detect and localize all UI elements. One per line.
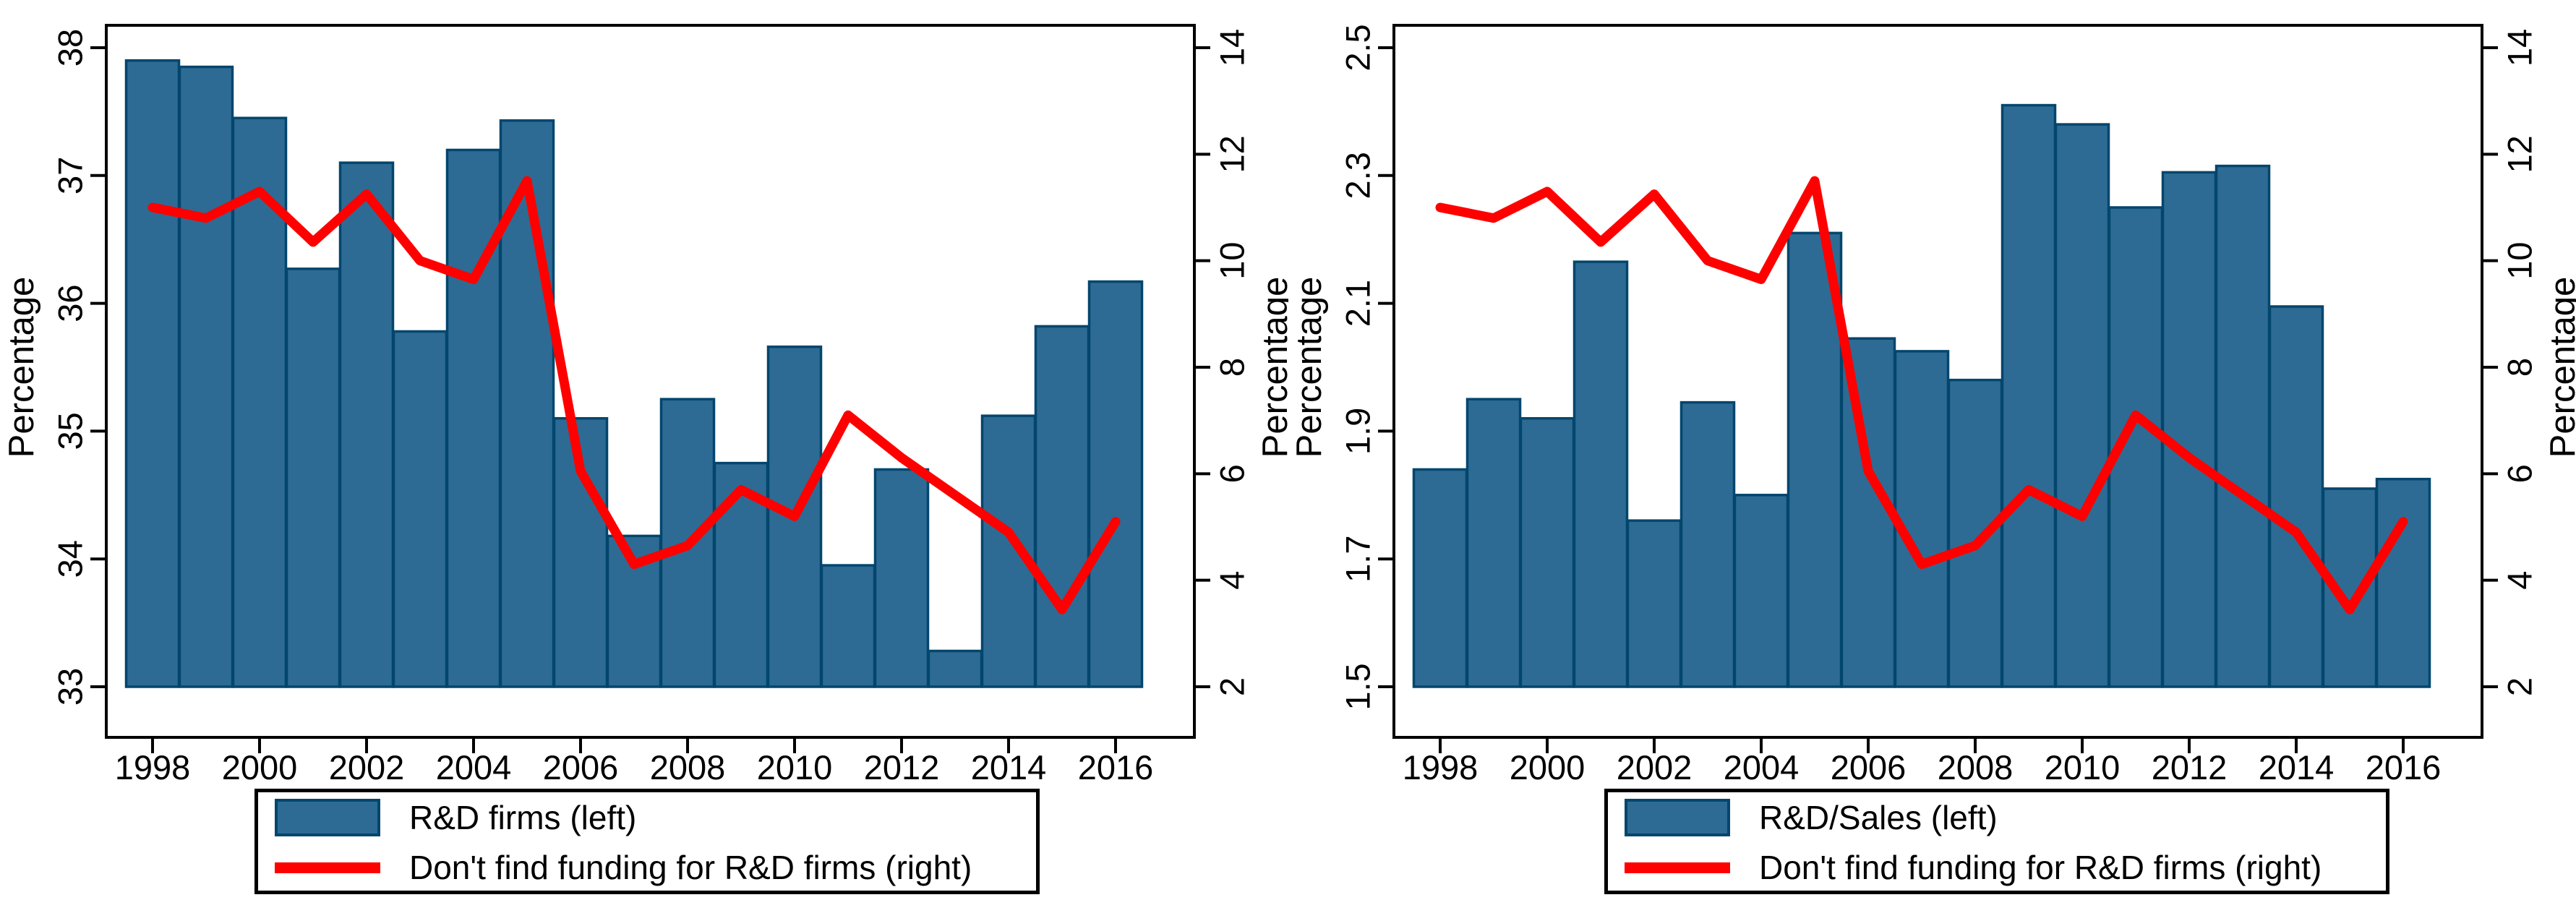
y-right-axis-title: Percentage: [1256, 277, 1288, 458]
rd-firms-chart: 33 34 35 36 37 38 2 4 6 8 10 12 14 1998 2000 2002 2004 20…: [2, 24, 1288, 787]
funding-line: [147, 176, 1121, 614]
x-tick-label-2012: 2012: [864, 748, 940, 787]
bar-2009: [2001, 103, 2057, 688]
legend-item-line-series: Don't find funding for R&D firms (right): [1625, 851, 2386, 884]
rd-sales-chart: 1.5 1.7 1.9 2.1 2.3 2.5 2 4 6 8 10 12 14 1998 2000 2002…: [1290, 24, 2576, 787]
y-right-tick-label-2: 2: [2501, 677, 2539, 696]
legend-label-bar-series: R&D firms (left): [409, 799, 637, 836]
x-tick-label-2016: 2016: [1078, 748, 1154, 787]
y-right-tick-label-14: 14: [1213, 29, 1251, 67]
line-swatch: [275, 862, 380, 873]
bar-2003: [1679, 400, 1736, 688]
x-tick-label-2012: 2012: [2152, 748, 2228, 787]
line-swatch: [1625, 862, 1730, 873]
y-right-tick-label-12: 12: [1213, 135, 1251, 173]
y-right-tick-label-8: 8: [1213, 358, 1251, 377]
bar-2002: [338, 161, 395, 688]
y-left-tick-label-2.5: 2.5: [1339, 24, 1377, 71]
x-tick-label-1998: 1998: [1403, 748, 1479, 787]
bar-2010: [766, 345, 823, 688]
x-tick-label-2006: 2006: [1831, 748, 1907, 787]
legend-label-bar-series: R&D/Sales (left): [1759, 799, 1998, 836]
x-tick-label-2000: 2000: [222, 748, 298, 787]
bar-1998: [1412, 468, 1468, 688]
legend-item-bar-series: R&D firms (left): [275, 799, 1036, 836]
bar-2012: [2161, 171, 2217, 688]
y-left-tick-label-35: 35: [51, 412, 90, 450]
funding-line: [1435, 176, 2408, 614]
chart-panel-rd-firms: 33 34 35 36 37 38 2 4 6 8 10 12 14 1998 2000 2002 2004 20…: [2, 24, 1288, 894]
y-right-tick-label-12: 12: [2501, 135, 2539, 173]
x-tick-label-2002: 2002: [329, 748, 405, 787]
y-left-tick-label-38: 38: [51, 29, 90, 67]
bar-swatch: [275, 799, 380, 836]
bar-2016: [1087, 280, 1144, 688]
legend-label-line-series: Don't find funding for R&D firms (right): [409, 849, 972, 886]
x-tick-label-2014: 2014: [971, 748, 1047, 787]
y-right-tick-label-8: 8: [2501, 358, 2539, 377]
y-right-tick-label-10: 10: [1213, 242, 1251, 280]
x-tick-label-2008: 2008: [1938, 748, 2014, 787]
y-left-tick-label-1.9: 1.9: [1339, 408, 1377, 455]
chart-panel-rd-sales: 1.5 1.7 1.9 2.1 2.3 2.5 2 4 6 8 10 12 14 1998 2000 2002…: [1288, 0, 2576, 900]
y-right-tick-label-4: 4: [2501, 571, 2539, 590]
legend-label-line-series: Don't find funding for R&D firms (right): [1759, 849, 2322, 886]
bar-2008: [1947, 378, 2003, 688]
x-tick-label-1998: 1998: [115, 748, 191, 787]
y-left-axis-title: Percentage: [1290, 277, 1329, 458]
x-tick-label-2010: 2010: [757, 748, 833, 787]
y-right-tick-label-2: 2: [1213, 677, 1251, 696]
y-right-axis-title: Percentage: [2543, 277, 2576, 458]
bar-2010: [2054, 123, 2110, 688]
bar-2005: [1786, 231, 1843, 688]
bar-2002: [1626, 519, 1682, 688]
bar-2012: [873, 468, 930, 688]
y-left-tick-label-34: 34: [51, 540, 90, 578]
x-tick-label-2004: 2004: [436, 748, 512, 787]
x-tick-label-2008: 2008: [650, 748, 726, 787]
y-right-tick-label-14: 14: [2501, 29, 2539, 67]
legend-item-line-series: Don't find funding for R&D firms (right): [275, 851, 1036, 884]
x-tick-label-2006: 2006: [543, 748, 619, 787]
y-right-tick-label-4: 4: [1213, 571, 1251, 590]
y-right-tick-label-10: 10: [2501, 242, 2539, 280]
x-tick-label-2016: 2016: [2366, 748, 2442, 787]
bar-2004: [1733, 494, 1789, 688]
y-left-axis-title: Percentage: [2, 277, 41, 458]
y-left-tick-label-1.5: 1.5: [1339, 663, 1377, 710]
x-tick-label-2010: 2010: [2045, 748, 2121, 787]
bar-1999: [1465, 398, 1522, 688]
bar-2013: [927, 649, 983, 688]
bar-1999: [178, 65, 234, 688]
bar-swatch: [1625, 799, 1730, 836]
bar-2001: [285, 267, 341, 688]
bar-2015: [1034, 325, 1090, 688]
y-left-tick-label-33: 33: [51, 668, 90, 706]
bar-2016: [2375, 477, 2431, 688]
bar-2003: [392, 330, 448, 688]
bar-2007: [1894, 350, 1950, 688]
y-left-tick-label-37: 37: [51, 157, 90, 194]
x-tick-label-2002: 2002: [1617, 748, 1693, 787]
y-left-tick-label-36: 36: [51, 284, 90, 322]
y-left-tick-label-1.7: 1.7: [1339, 536, 1377, 583]
y-right-tick-label-6: 6: [1213, 464, 1251, 483]
y-right-tick-label-6: 6: [2501, 464, 2539, 483]
y-left-tick-label-2.1: 2.1: [1339, 280, 1377, 327]
x-tick-label-2004: 2004: [1724, 748, 1800, 787]
bar-2013: [2215, 164, 2271, 688]
bar-2001: [1572, 260, 1629, 688]
legend-rd-firms: R&D firms (left) Don't find funding for …: [254, 789, 1040, 894]
y-left-tick-label-2.3: 2.3: [1339, 152, 1377, 199]
x-tick-label-2014: 2014: [2259, 748, 2335, 787]
bar-2004: [445, 148, 502, 688]
bar-2014: [2268, 305, 2324, 688]
x-tick-label-2000: 2000: [1510, 748, 1586, 787]
bar-2011: [820, 564, 876, 688]
bar-2000: [1519, 416, 1575, 688]
legend-item-bar-series: R&D/Sales (left): [1625, 799, 2386, 836]
legend-rd-sales: R&D/Sales (left) Don't find funding for …: [1604, 789, 2389, 894]
bar-1998: [124, 59, 181, 688]
